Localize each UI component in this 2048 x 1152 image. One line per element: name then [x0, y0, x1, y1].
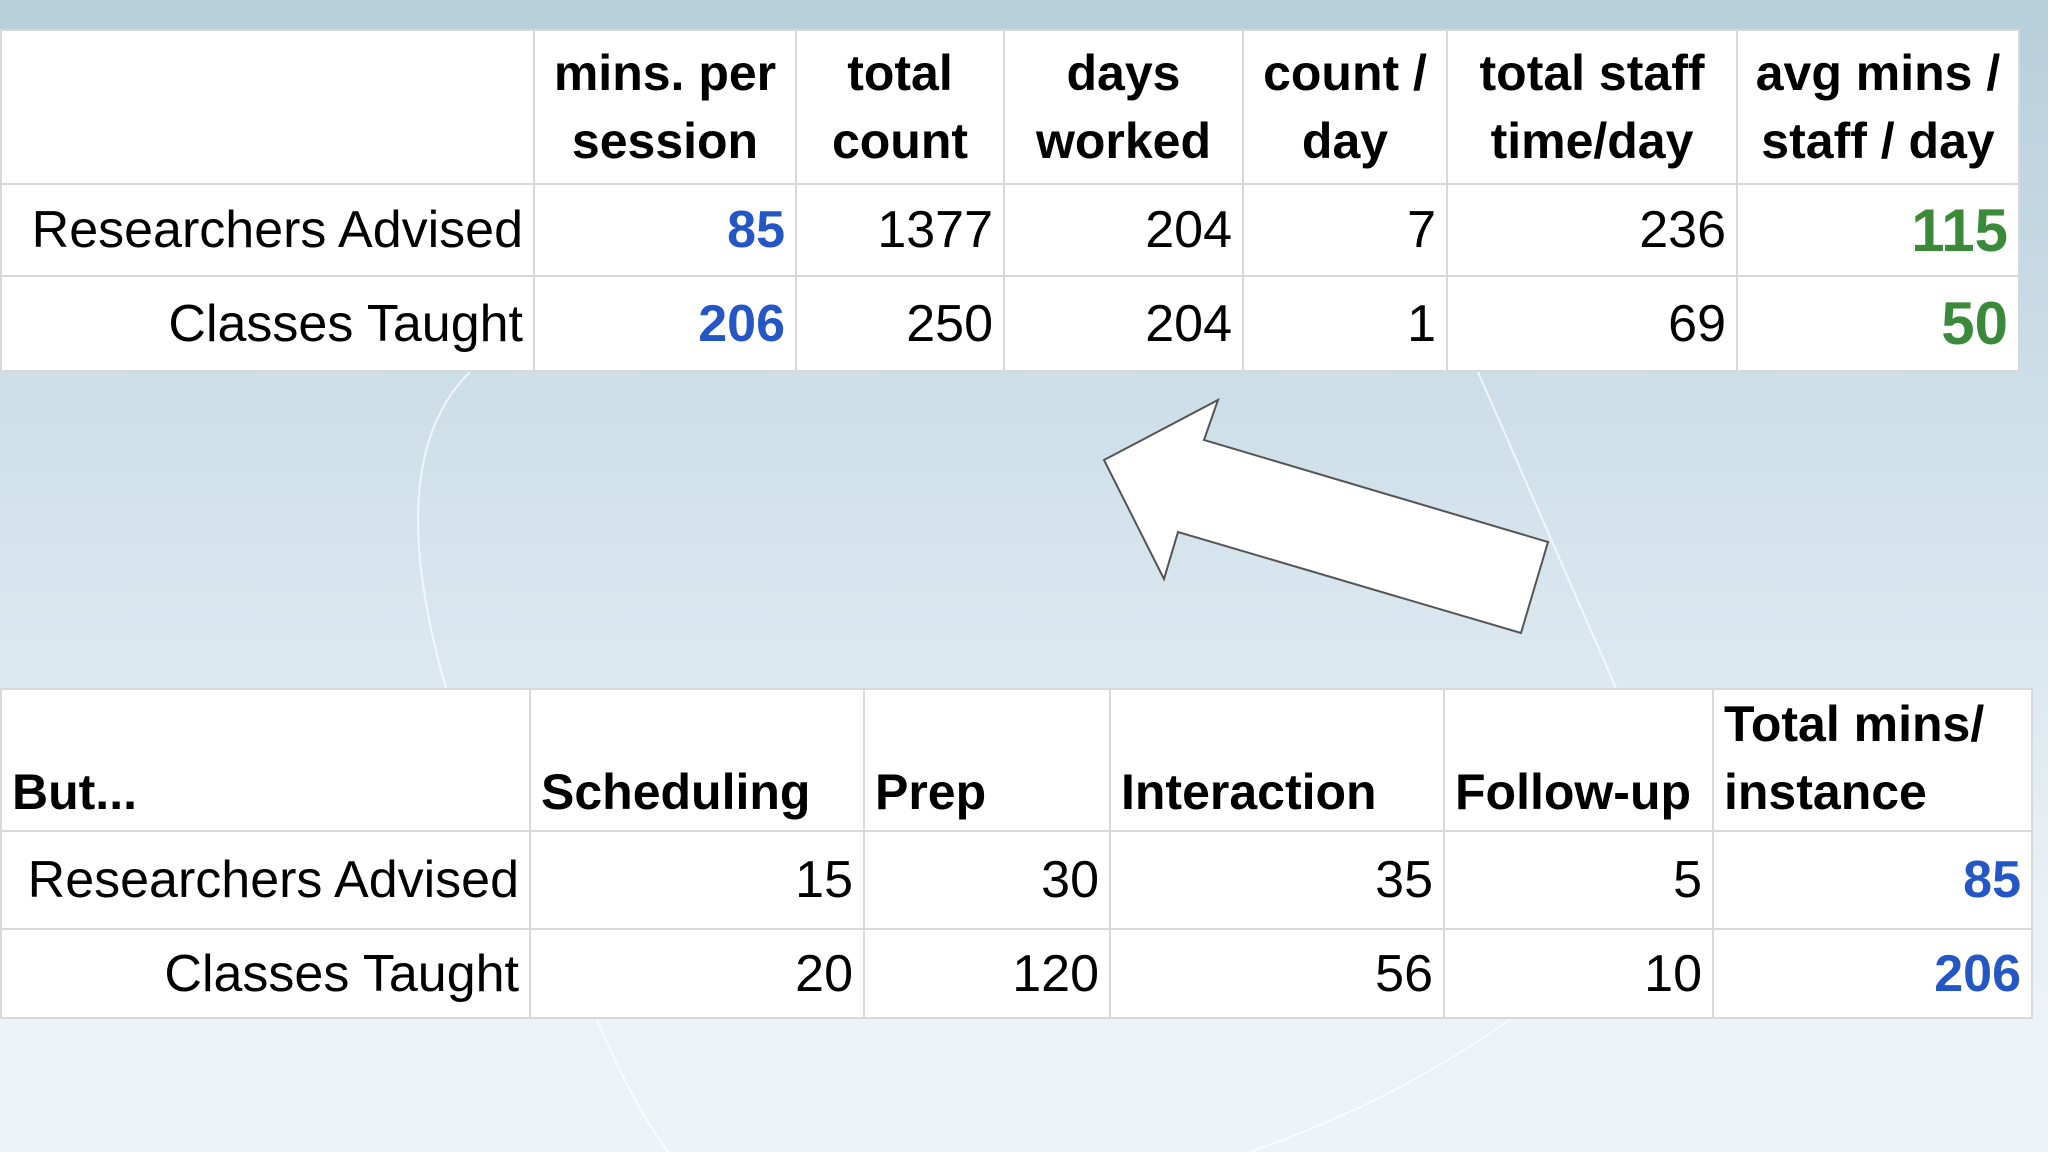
cell-value: 120 — [863, 928, 1111, 1019]
header-row: mins. per session total count days worked c… — [0, 29, 2020, 185]
corner-cell — [0, 29, 535, 185]
curve — [417, 371, 471, 689]
arrow — [1102, 397, 1550, 635]
cell-value: 5 — [1443, 830, 1714, 930]
top-table: mins. per session total count days worked c… — [0, 29, 2020, 372]
data-row: Researchers Advised 85 1377 204 7 236 115 — [0, 183, 2020, 277]
curve — [593, 1011, 669, 1152]
cell-value: 204 — [1003, 183, 1244, 277]
column-header: Interaction — [1109, 688, 1445, 832]
curve — [1249, 1011, 1521, 1152]
column-header: Follow-up — [1443, 688, 1714, 832]
column-header: total count — [795, 29, 1005, 185]
cell-value: 85 — [533, 183, 797, 277]
cell-value: 10 — [1443, 928, 1714, 1019]
cell-value: 1377 — [795, 183, 1005, 277]
column-header: Scheduling — [529, 688, 865, 832]
cell-value: 204 — [1003, 275, 1244, 372]
column-header: days worked — [1003, 29, 1244, 185]
column-header: avg mins / staff / day — [1736, 29, 2020, 185]
row-label: Classes Taught — [0, 928, 531, 1019]
cell-value: 85 — [1712, 830, 2033, 930]
row-label: Researchers Advised — [0, 830, 531, 930]
column-header: count / day — [1242, 29, 1448, 185]
cell-value: 7 — [1242, 183, 1448, 277]
cell-value: 56 — [1109, 928, 1445, 1019]
header-row: But... Scheduling Prep Interaction Follow-up… — [0, 688, 2033, 832]
cell-value: 250 — [795, 275, 1005, 372]
cell-value: 35 — [1109, 830, 1445, 930]
bottom-table: But... Scheduling Prep Interaction Follow-up… — [0, 688, 2033, 1019]
row-label: Researchers Advised — [0, 183, 535, 277]
cell-value: 30 — [863, 830, 1111, 930]
cell-value: 1 — [1242, 275, 1448, 372]
corner-cell: But... — [0, 688, 531, 832]
row-label: Classes Taught — [0, 275, 535, 372]
column-header: total staff time/day — [1446, 29, 1738, 185]
cell-value: 15 — [529, 830, 865, 930]
cell-value: 236 — [1446, 183, 1738, 277]
data-row: Classes Taught 206 250 204 1 69 50 — [0, 275, 2020, 372]
cell-value: 50 — [1736, 275, 2020, 372]
data-row: Classes Taught 20 120 56 10 206 — [0, 928, 2033, 1019]
curve — [1477, 371, 1617, 689]
cell-value: 206 — [533, 275, 797, 372]
cell-value: 69 — [1446, 275, 1738, 372]
data-row: Researchers Advised 15 30 35 5 85 — [0, 830, 2033, 930]
cell-value: 20 — [529, 928, 865, 1019]
cell-value: 115 — [1736, 183, 2020, 277]
column-header: Prep — [863, 688, 1111, 832]
column-header: mins. per session — [533, 29, 797, 185]
column-header: Total mins/ instance — [1712, 688, 2033, 832]
cell-value: 206 — [1712, 928, 2033, 1019]
